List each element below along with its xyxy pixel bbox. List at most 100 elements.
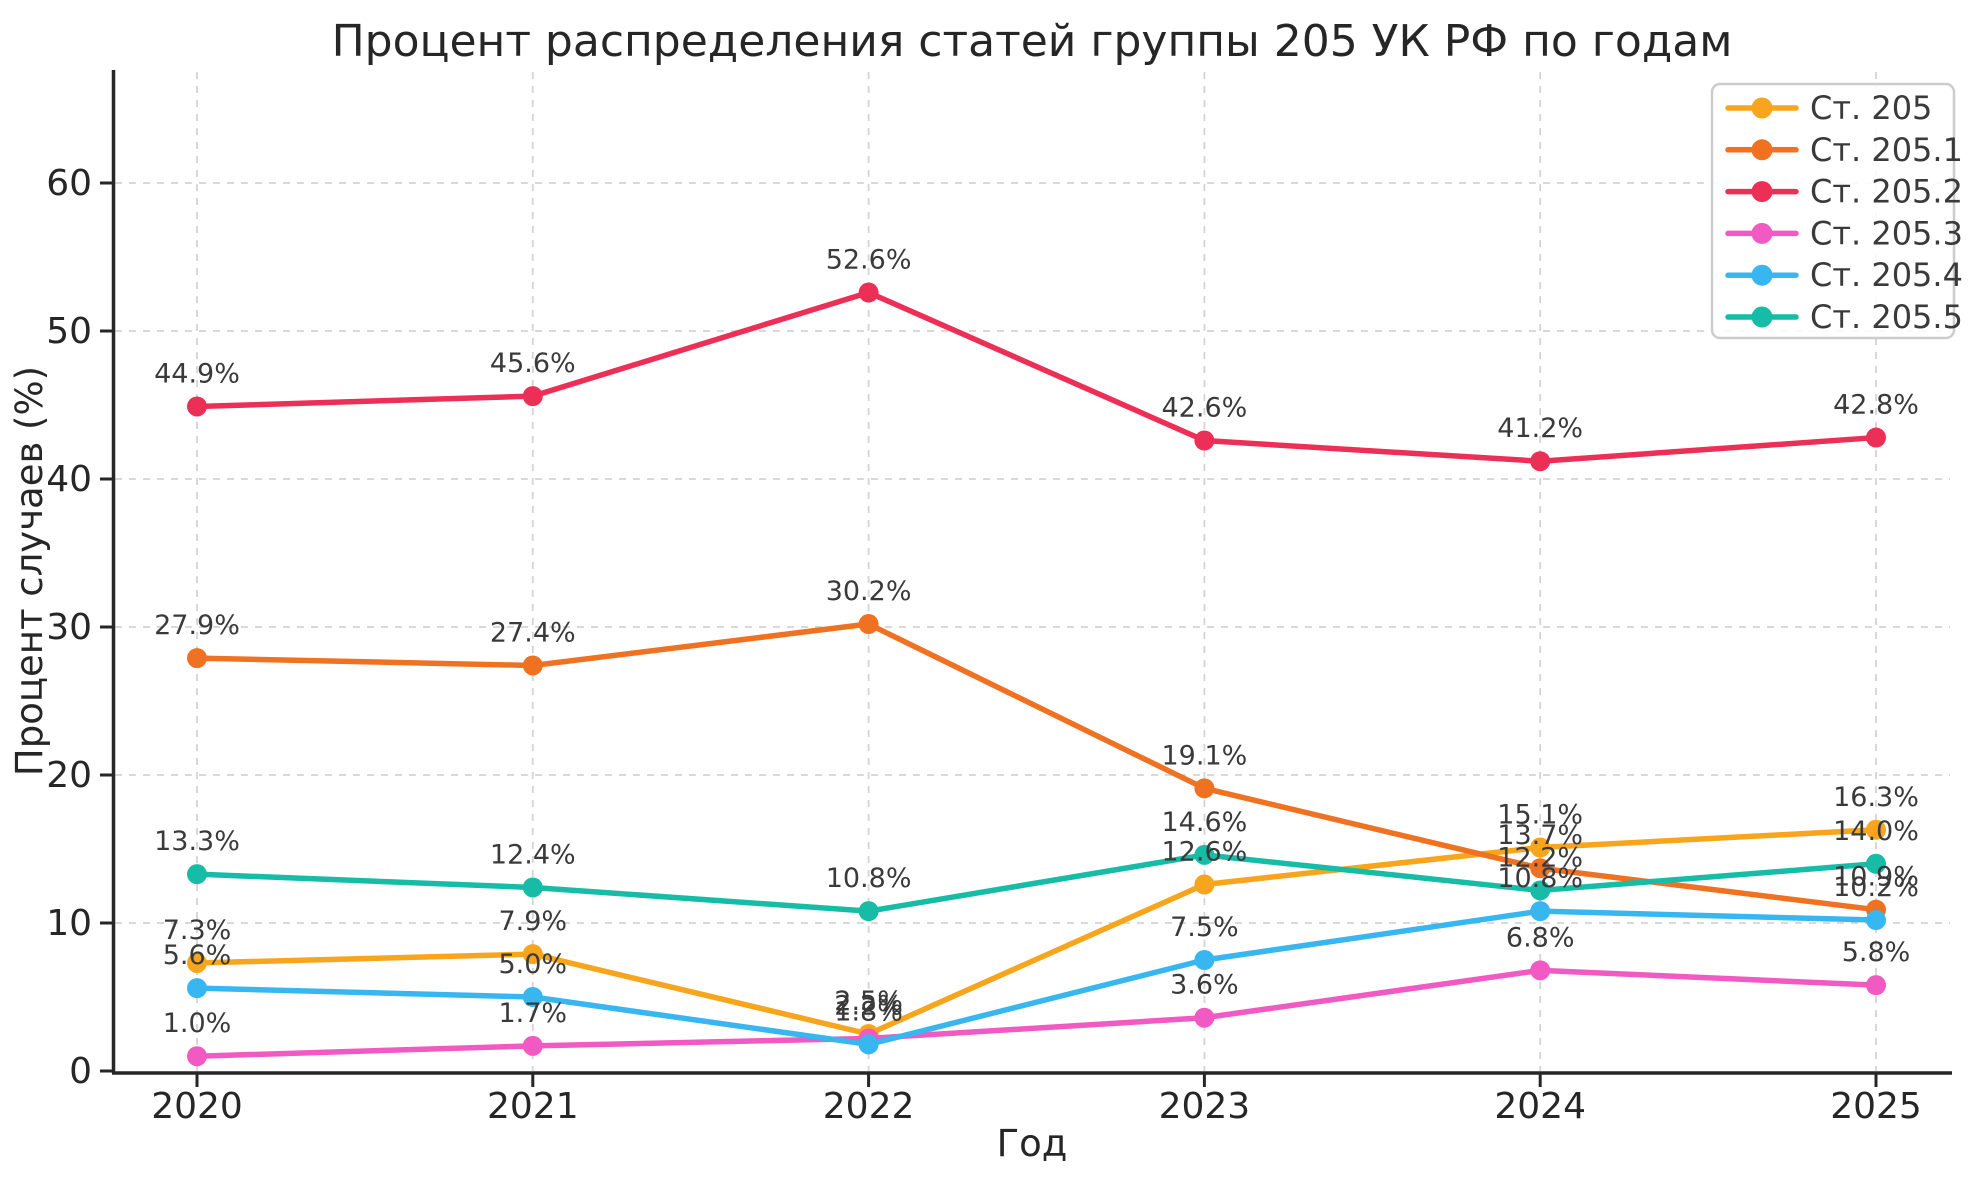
x-tick-label: 2025 xyxy=(1830,1086,1922,1127)
data-point xyxy=(1194,844,1215,865)
data-point-label: 42.6% xyxy=(1162,393,1248,424)
legend-marker-icon xyxy=(1751,181,1773,203)
data-point-label: 5.0% xyxy=(498,949,567,980)
data-point-label: 13.3% xyxy=(154,826,240,857)
y-tick-label: 10 xyxy=(46,903,92,944)
data-point-label: 1.7% xyxy=(498,998,567,1029)
data-point-label: 10.8% xyxy=(826,863,912,894)
x-tick-label: 2023 xyxy=(1159,1086,1251,1127)
data-point xyxy=(522,944,543,965)
data-point xyxy=(1530,837,1551,858)
data-point-label: 1.0% xyxy=(163,1008,232,1039)
data-point-label: 19.1% xyxy=(1162,740,1248,771)
data-point-label: 10.2% xyxy=(1833,872,1919,903)
chart-title: Процент распределения статей группы 205 … xyxy=(332,16,1733,67)
data-point xyxy=(187,978,207,999)
data-point xyxy=(522,655,543,676)
data-point xyxy=(187,1046,207,1067)
data-point-label: 15.1% xyxy=(1497,800,1583,831)
data-point-label: 3.6% xyxy=(1170,970,1239,1001)
legend-marker-icon xyxy=(1751,264,1773,286)
data-point-label: 27.4% xyxy=(490,617,576,648)
data-point xyxy=(1530,858,1551,879)
series-line xyxy=(194,852,1879,914)
data-point xyxy=(522,877,543,898)
data-point xyxy=(1194,874,1215,895)
y-tick-label: 60 xyxy=(46,163,92,204)
data-point-label: 41.2% xyxy=(1497,413,1583,444)
x-tick-label: 2022 xyxy=(823,1086,915,1127)
data-point-label: 10.8% xyxy=(1497,863,1583,894)
data-point-label: 12.4% xyxy=(490,839,576,870)
data-point xyxy=(858,1034,879,1055)
y-tick-label: 40 xyxy=(46,459,92,500)
series-line xyxy=(194,827,1879,1037)
legend-marker-icon xyxy=(1751,306,1773,328)
data-point-label: 2.5% xyxy=(834,986,903,1017)
data-point-label: 10.9% xyxy=(1833,862,1919,893)
data-point-label: 7.5% xyxy=(1170,912,1239,943)
data-point xyxy=(1866,975,1886,996)
data-point xyxy=(1866,910,1886,931)
data-point xyxy=(1194,950,1215,970)
chart-render-root: 2020 2021 2022 2023 2024 2025 0 10 20 30 40 50 60 7.3… xyxy=(46,70,1963,1127)
data-point-label: 14.0% xyxy=(1833,816,1919,847)
data-point xyxy=(1866,819,1886,840)
y-tick-label: 30 xyxy=(46,607,92,648)
x-tick-label: 2021 xyxy=(487,1086,579,1127)
data-point xyxy=(1194,778,1215,799)
data-point xyxy=(522,1035,543,1056)
data-point xyxy=(858,901,879,922)
data-point xyxy=(187,952,207,973)
x-axis-label: Год xyxy=(997,1122,1068,1165)
legend-item: Ст. 205 xyxy=(1725,89,1932,127)
data-point xyxy=(187,864,207,885)
data-point xyxy=(522,386,543,407)
data-point xyxy=(1530,451,1551,472)
data-point xyxy=(1866,427,1886,448)
data-point-label: 2.2% xyxy=(834,990,903,1021)
data-point-label: 52.6% xyxy=(826,245,912,276)
data-point xyxy=(522,987,543,1007)
legend-marker-icon xyxy=(1751,222,1773,244)
legend-item: Ст. 205.5 xyxy=(1725,298,1963,336)
legend-label: Ст. 205.3 xyxy=(1810,214,1963,252)
series-line xyxy=(194,908,1879,1048)
series-line xyxy=(194,967,1879,1059)
y-tick-label: 50 xyxy=(46,311,92,352)
legend-label: Ст. 205.2 xyxy=(1810,173,1963,211)
legend-label: Ст. 205.4 xyxy=(1810,256,1963,294)
series-line xyxy=(194,289,1879,464)
data-point-label: 27.9% xyxy=(154,610,240,641)
legend-marker-icon xyxy=(1751,139,1773,161)
data-point xyxy=(187,396,207,417)
data-point xyxy=(858,614,879,635)
data-point xyxy=(1530,960,1551,981)
series-line xyxy=(194,621,1879,913)
y-tick-label: 0 xyxy=(69,1051,92,1092)
data-point xyxy=(1194,430,1215,451)
data-point-label: 7.9% xyxy=(498,906,567,937)
data-point-label: 13.7% xyxy=(1497,820,1583,851)
x-tick-label: 2020 xyxy=(151,1086,243,1127)
legend-label: Ст. 205.1 xyxy=(1810,131,1963,169)
legend-item: Ст. 205.4 xyxy=(1725,256,1963,294)
legend-item: Ст. 205.3 xyxy=(1725,214,1963,252)
y-axis-label: Процент случаев (%) xyxy=(8,366,51,776)
x-tick-label: 2024 xyxy=(1494,1086,1586,1127)
data-point-label: 7.3% xyxy=(163,915,232,946)
data-point-label: 12.2% xyxy=(1497,842,1583,873)
data-point-label: 1.8% xyxy=(834,996,903,1027)
data-point-label: 30.2% xyxy=(826,576,912,607)
legend-marker-icon xyxy=(1751,97,1773,119)
data-point-label: 16.3% xyxy=(1833,782,1919,813)
y-tick-label: 20 xyxy=(46,755,92,796)
data-point xyxy=(1530,901,1551,922)
data-point-label: 5.8% xyxy=(1842,937,1911,968)
data-point-label: 14.6% xyxy=(1162,807,1248,838)
data-point-label: 42.8% xyxy=(1833,390,1919,421)
data-point xyxy=(187,648,207,669)
legend-label: Ст. 205.5 xyxy=(1810,298,1963,336)
